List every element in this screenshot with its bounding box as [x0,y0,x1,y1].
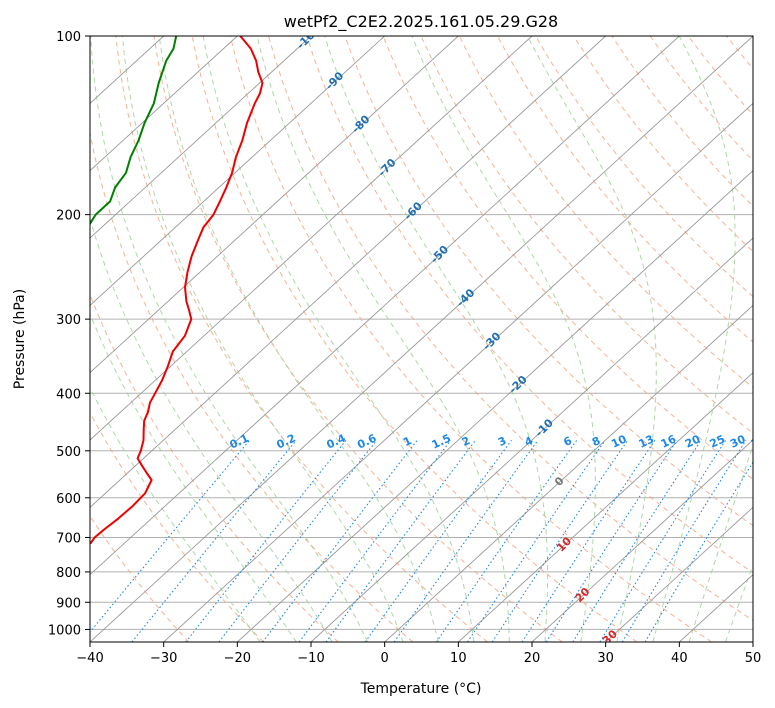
mixing-ratio-line [131,439,297,642]
mixing-ratio-label: 20 [683,432,703,450]
isobar-grid [90,36,753,630]
x-tick-label: −40 [76,651,103,666]
x-axis-ticks: −40 −30 −20 −10 0 10 20 30 40 50 [76,642,761,666]
temperature-line [90,36,264,545]
plot-area: -100-90-80-70-60-50-40-30-20-10010203040… [90,36,769,642]
dry-adiabat-line [90,515,190,642]
dry-adiabat-line [90,293,339,642]
dry-adiabat-line [191,36,638,642]
x-tick-label: 40 [671,651,688,666]
isotherm-line [458,372,753,642]
isotherm-line [90,36,385,306]
mixing-ratio-label: 30 [728,432,748,450]
x-tick-label: 0 [381,651,389,666]
isotherm-line [90,36,680,576]
moist-adiabat-line [411,36,596,642]
moist-adiabat-line [256,36,510,642]
moist-adiabat-line [90,312,297,642]
isotherm-line [310,237,753,642]
mixing-ratio-label: 16 [659,432,679,450]
moist-adiabat-line [202,36,475,642]
moist-adiabat-line [90,216,333,642]
x-tick-label: 30 [597,651,614,666]
dry-adiabat-line [306,36,753,574]
chart-title: wetPf2_C2E2.2025.161.05.29.G28 [284,12,558,32]
y-tick-label: 200 [56,209,81,224]
mixing-ratio-label: 25 [708,432,727,450]
isotherm-line [90,36,753,642]
y-tick-label: 1000 [48,623,81,638]
mixing-ratio-lines [90,439,753,642]
profile-series [90,36,264,545]
dry-adiabat-line [229,36,712,642]
mixing-ratio-line [467,439,606,642]
dry-adiabat-line [268,36,753,622]
moist-adiabat-line [688,443,753,642]
x-tick-label: −10 [297,651,324,666]
mixing-ratio-label: 10 [609,432,629,450]
moist-adiabat-line [121,36,404,642]
mixing-ratio-line [644,461,753,642]
x-axis-label: Temperature (°C) [360,681,482,697]
plot-frame [89,35,754,643]
x-tick-label: 20 [524,651,541,666]
mixing-ratio-line [521,439,656,642]
mixing-ratio-line [325,439,476,642]
isotherm-line [90,36,606,508]
y-tick-label: 500 [56,445,81,460]
x-tick-label: 50 [745,651,762,666]
mixing-ratio-line [572,440,702,642]
y-tick-label: 100 [56,30,81,45]
y-axis-ticks: 100 200 300 400 500 600 700 800 900 1000 [48,30,90,638]
y-tick-label: 400 [56,387,81,402]
isotherm-line [90,36,312,239]
dry-adiabat-line [458,36,753,389]
mixing-ratio-line [435,439,578,642]
x-tick-label: −30 [150,651,177,666]
mixing-ratio-line [491,439,629,642]
y-tick-label: 300 [56,313,81,328]
y-tick-label: 800 [56,566,81,581]
mixing-ratio-line [545,439,678,642]
mixing-ratio-label: 13 [637,432,656,450]
y-tick-label: 700 [56,532,81,547]
x-tick-label: −20 [224,651,251,666]
mixing-ratio-line [599,440,727,642]
isotherm-line [90,36,533,441]
moist-adiabat-line [324,36,549,642]
mixing-ratio-label: 36 [749,432,769,450]
moist-adiabat-line [158,36,439,642]
mixing-ratio-line [621,440,747,642]
isotherm-line [605,506,753,642]
isotherm-line [237,170,753,642]
dry-adiabat-line [115,36,488,642]
y-tick-label: 600 [56,492,81,507]
mixing-ratio-line [364,439,512,642]
moist-adiabat-line [90,36,369,642]
dry-adiabat-line [344,36,753,527]
dry-adiabat-line [90,411,264,642]
dry-adiabat-line [153,36,563,642]
moist-adiabats [90,36,753,642]
x-tick-label: 10 [450,651,467,666]
isotherm-line [384,304,753,642]
isotherm-grid [90,36,753,642]
y-tick-label: 900 [56,596,81,611]
moist-adiabat-line [652,36,736,642]
isotherm-line [163,102,753,642]
isotherm-line [531,439,753,642]
y-axis-label: Pressure (hPa) [12,289,28,389]
mixing-ratio-line [218,439,378,642]
isotherm-line [90,36,459,374]
isotherm-line [90,36,238,172]
dry-adiabat-line [496,36,753,343]
